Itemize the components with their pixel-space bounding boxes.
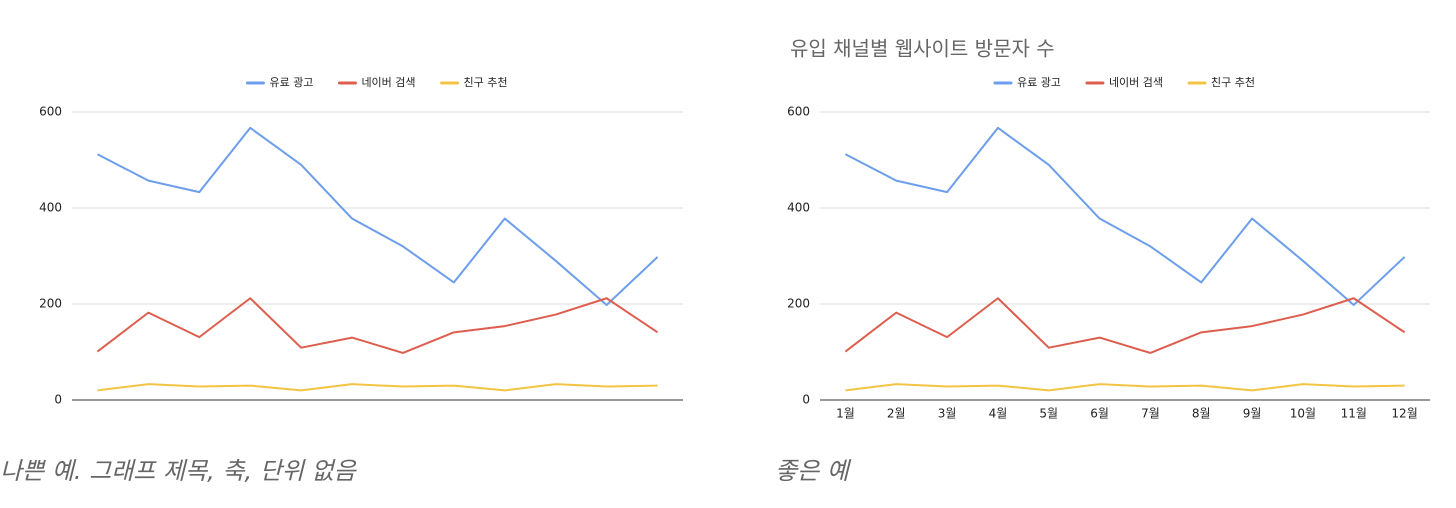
y-tick-label: 400 (39, 201, 62, 215)
x-tick-label: 12월 (1391, 407, 1417, 421)
y-tick-label: 600 (39, 105, 62, 119)
series-line (845, 383, 1405, 392)
caption: 나쁜 예. 그래프 제목, 축, 단위 없음 (0, 457, 358, 485)
y-tick-label: 200 (787, 297, 810, 311)
series-line (96, 297, 659, 354)
legend-label: 친구 추천 (464, 75, 508, 89)
y-tick-label: 0 (54, 393, 62, 407)
caption: 좋은 예 (775, 457, 852, 485)
legend-label: 네이버 검색 (361, 76, 415, 89)
series-line (844, 126, 1406, 306)
x-tick-label: 10월 (1290, 407, 1316, 421)
y-tick-label: 0 (802, 393, 810, 407)
x-tick-label: 6월 (1090, 407, 1109, 421)
chart-title: 유입 채널별 웹사이트 방문자 수 (790, 37, 1055, 61)
legend-label: 유료 광고 (1017, 76, 1061, 89)
x-tick-label: 7월 (1141, 407, 1160, 421)
x-tick-label: 9월 (1243, 407, 1262, 421)
x-tick-label: 4월 (989, 407, 1008, 421)
legend-label: 유료 광고 (269, 76, 313, 89)
series-line (97, 383, 658, 392)
series-line (96, 126, 659, 306)
x-tick-label: 5월 (1039, 407, 1058, 421)
y-tick-label: 400 (787, 201, 810, 215)
series-line (844, 297, 1406, 354)
x-tick-label: 1월 (836, 407, 855, 421)
legend-label: 친구 추천 (1211, 75, 1255, 89)
x-tick-label: 2월 (887, 407, 906, 421)
x-tick-label: 3월 (938, 407, 957, 421)
legend-label: 네이버 검색 (1109, 76, 1163, 89)
x-tick-label: 8월 (1192, 407, 1211, 421)
y-tick-label: 600 (787, 105, 810, 119)
y-tick-label: 200 (39, 297, 62, 311)
x-tick-label: 11월 (1341, 407, 1367, 421)
